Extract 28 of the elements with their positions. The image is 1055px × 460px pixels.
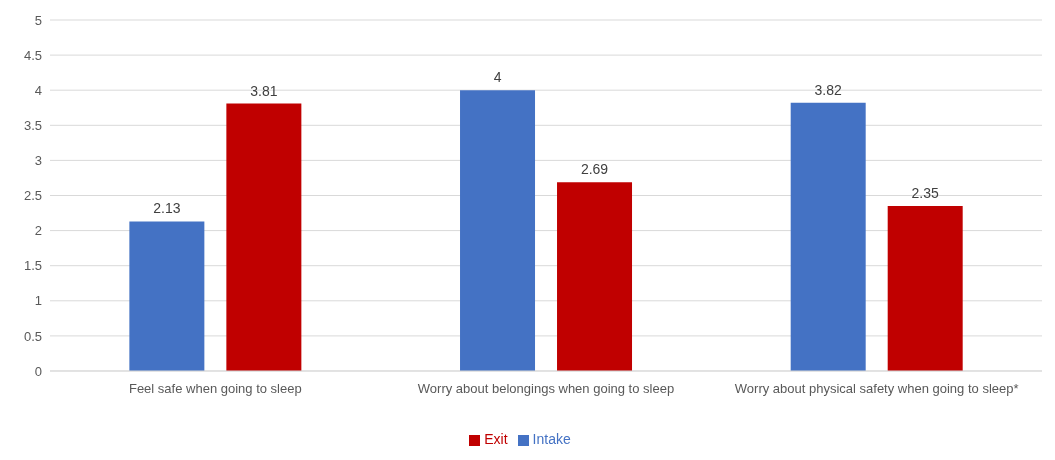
data-label: 3.81 <box>250 82 278 99</box>
y-tick-label: 2 <box>34 223 42 239</box>
bar <box>790 102 866 371</box>
y-tick-label: 3 <box>34 153 42 169</box>
bar <box>129 221 205 371</box>
data-label: 3.82 <box>814 81 843 98</box>
y-tick-label: 5 <box>34 12 42 28</box>
data-label: 2.13 <box>153 200 181 217</box>
bar <box>460 90 536 371</box>
y-tick-label: 2.5 <box>23 188 42 204</box>
data-label: 2.69 <box>580 161 609 178</box>
y-tick-label: 1 <box>34 293 42 309</box>
x-tick-label: Worry about physical safety when going to sleep* <box>734 381 1019 396</box>
data-label: 4 <box>493 69 502 86</box>
y-tick-label: 3.5 <box>23 117 42 133</box>
bar <box>557 182 633 371</box>
data-label: 2.35 <box>911 185 940 202</box>
x-tick-label: Feel safe when going to sleep <box>128 381 302 396</box>
y-tick-label: 0.5 <box>23 328 42 344</box>
y-tick-label: 4 <box>34 82 42 98</box>
y-tick-label: 1.5 <box>23 258 42 274</box>
bar <box>226 103 302 371</box>
legend-label: Exit <box>484 431 508 447</box>
x-tick-label: Worry about belongings when going to sleep <box>417 381 675 396</box>
legend-label: Intake <box>532 431 571 447</box>
y-tick-label: 0 <box>34 363 42 379</box>
bar <box>887 206 963 371</box>
y-tick-label: 4.5 <box>23 47 42 63</box>
